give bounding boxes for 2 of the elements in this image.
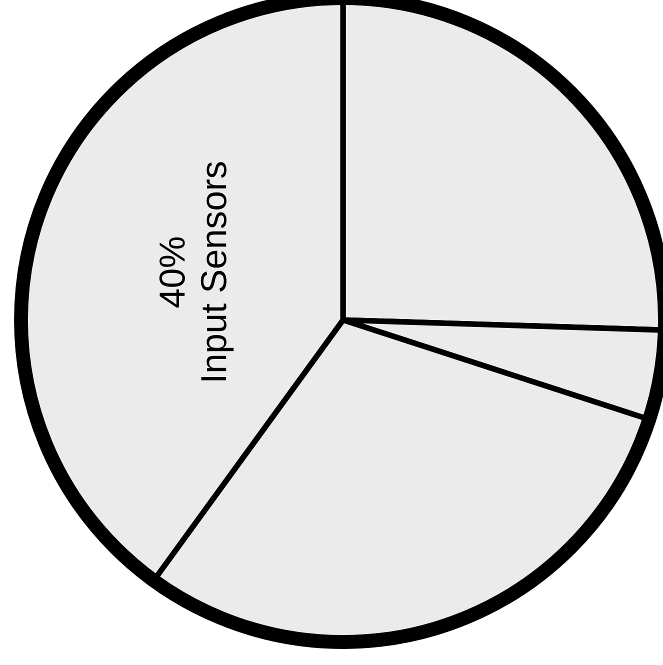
data-label: 40%: [159, 237, 185, 308]
slice-label: Input Sensors: [200, 162, 234, 380]
